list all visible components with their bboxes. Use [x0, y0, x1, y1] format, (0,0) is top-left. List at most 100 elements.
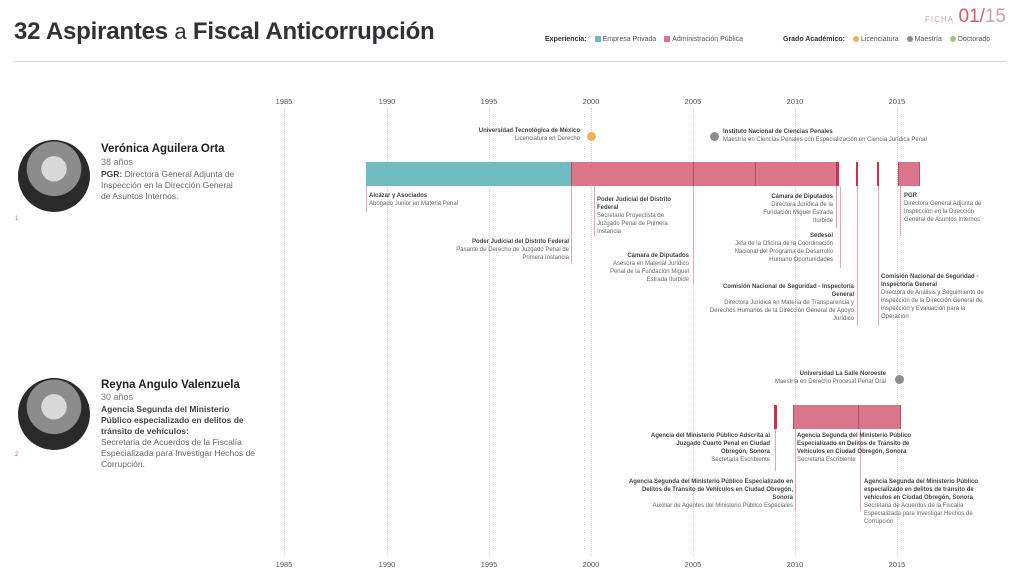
timeline-bar-public[interactable]	[793, 405, 901, 429]
maestria-dot-icon[interactable]	[895, 375, 904, 384]
maestria-dot-icon[interactable]	[710, 132, 719, 141]
axis-year-bottom: 2005	[684, 560, 702, 569]
legend-item-maestria: Maestría	[914, 36, 942, 43]
annotation: Sedesol Jefa de la Oficina de la Coordin…	[716, 232, 833, 264]
bar-segment-divider	[858, 405, 859, 429]
axis-year-top: 1990	[378, 97, 396, 106]
timeline-bar-public[interactable]	[898, 162, 920, 186]
annotation: PGR Directora General Adjunta de Inspecc…	[904, 192, 994, 224]
annotation-text: Auxiliar de Agentes del Ministerio Públi…	[652, 503, 793, 509]
annotation-title: PGR	[904, 193, 918, 199]
person-index: 2	[15, 452, 19, 458]
annotation-text: Abogado Junior en Materia Penal	[369, 201, 459, 207]
gridline	[387, 108, 388, 556]
annotation-title: Agencia del Ministerio Público Adscrita …	[650, 433, 770, 455]
annotation-title: Alcázar y Asociados	[369, 193, 428, 199]
annotation: Agencia Segunda del Ministerio Público E…	[628, 478, 793, 510]
timeline-mark[interactable]	[877, 162, 879, 186]
annotation-text: Directora de Análisis y Seguimiento de I…	[881, 290, 984, 320]
axis-year-top: 1995	[480, 97, 498, 106]
timeline-bar-private[interactable]	[366, 162, 571, 186]
annotation-title: Universidad La Salle Noroeste	[799, 371, 886, 377]
gridline	[591, 108, 592, 556]
person-role-org: Agencia Segunda del Ministerio Público e…	[101, 404, 244, 436]
bar-segment-divider	[755, 162, 756, 186]
annotation-text: Directora General Adjunta de Inspección …	[904, 201, 982, 223]
person-age: 38 años	[101, 157, 134, 167]
annotation: Agencia Segunda del Ministerio Público E…	[797, 432, 925, 464]
annotation-text: Directora Jurídica de la Fundación Migue…	[763, 202, 833, 224]
annotation-title: Agencia Segunda del Ministerio Público e…	[864, 479, 979, 501]
annotation: Poder Judicial del Distrito Federal Secr…	[597, 196, 675, 236]
gridline	[795, 108, 796, 556]
annotation-text: Secretaria Escribiente	[711, 457, 770, 463]
annotation-pin	[857, 186, 858, 326]
person-role: Agencia Segunda del Ministerio Público e…	[101, 404, 259, 470]
person-role-text: Secretaria de Acuerdos de la Fiscalía Es…	[101, 437, 256, 469]
gridline	[284, 108, 285, 556]
avatar	[18, 378, 90, 450]
person-role-text: Directora General Adjunta de Inspección …	[101, 169, 235, 201]
axis-year-top: 2000	[582, 97, 600, 106]
maestria-dot-icon	[906, 36, 913, 42]
licenciatura-dot-icon	[852, 36, 859, 42]
person-role-org: PGR:	[101, 169, 123, 179]
annotation-text: Secretario Proyectista de Juzgado Penal …	[597, 213, 668, 235]
ficha-total: 15	[984, 6, 1006, 27]
annotation-title: Cámara de Diputados	[627, 253, 689, 259]
annotation-text: Pasante de Derecho de Juzgado Penal de P…	[456, 247, 569, 261]
legend-item-licenciatura: Licenciatura	[860, 36, 899, 43]
annotation-text: Secretaria Escribiente	[797, 457, 856, 463]
timeline-mark[interactable]	[774, 405, 777, 429]
axis-year-top: 2010	[786, 97, 804, 106]
annotation-pin	[775, 429, 776, 471]
legend-item-private: Empresa Privada	[602, 36, 657, 43]
annotation-title: Poder Judicial del Distrito Federal	[471, 239, 569, 245]
person-name: Verónica Aguilera Orta	[101, 143, 225, 155]
axis-year-bottom: 2015	[888, 560, 906, 569]
annotation: Cámara de Diputados Directora Jurídica d…	[755, 193, 833, 225]
annotation-title: Agencia Segunda del Ministerio Público E…	[628, 479, 793, 501]
ficha-counter: FICHA 01/15	[925, 6, 1006, 28]
annotation: Alcázar y Asociados Abogado Junior en Ma…	[369, 192, 458, 208]
annotation-pin	[693, 186, 694, 284]
annotation-title: Comisión Nacional de Seguridad - Inspect…	[722, 284, 854, 298]
axis-year-bottom: 1985	[275, 560, 293, 569]
annotation-text: Licenciatura en Derecho	[514, 136, 580, 142]
title-suffix: Fiscal Anticorrupción	[192, 18, 435, 45]
ficha-label: FICHA	[924, 15, 954, 24]
annotation: Agencia Segunda del Ministerio Público e…	[864, 478, 992, 526]
timeline-bar-public[interactable]	[571, 162, 839, 186]
person-name: Reyna Angulo Valenzuela	[101, 379, 240, 391]
title-connector: a	[174, 19, 187, 44]
person-age: 30 años	[101, 392, 134, 402]
annotation-text: Asesora en Material Jurídico Penal de la…	[609, 261, 689, 283]
annotation: Instituto Nacional de Ciencias Penales M…	[723, 128, 927, 144]
timeline-mark[interactable]	[836, 162, 839, 186]
legend-exp-label: Experiencia:	[545, 36, 587, 43]
avatar	[18, 140, 90, 212]
annotation-pin	[366, 186, 367, 212]
annotation-pin	[795, 429, 796, 511]
legend-item-public: Administración Pública	[672, 36, 744, 43]
annotation-pin	[878, 186, 879, 326]
axis-year-bottom: 1995	[480, 560, 498, 569]
annotation: Cámara de Diputados Asesora en Material …	[600, 252, 689, 284]
annotation-title: Sedesol	[809, 233, 833, 239]
licenciatura-dot-icon[interactable]	[587, 132, 596, 141]
annotation-text: Maestría en Ciencias Penales con Especia…	[723, 137, 927, 143]
annotation: Agencia del Ministerio Público Adscrita …	[650, 432, 770, 464]
annotation: Universidad La Salle Noroeste Maestría e…	[760, 370, 886, 386]
axis-year-bottom: 2000	[582, 560, 600, 569]
title-prefix: 32 Aspirantes	[14, 18, 168, 45]
legend-grado: Grado Académico: Licenciatura Maestría D…	[783, 36, 990, 43]
annotation-title: Comisión Nacional de Seguridad - Inspect…	[881, 274, 979, 288]
annotation-pin	[840, 186, 841, 268]
annotation-title: Instituto Nacional de Ciencias Penales	[723, 129, 833, 135]
timeline-mark[interactable]	[856, 162, 858, 186]
axis-year-top: 2005	[684, 97, 702, 106]
gridline	[693, 108, 694, 556]
annotation: Comisión Nacional de Seguridad - Inspect…	[706, 283, 854, 323]
axis-year-bottom: 1990	[378, 560, 396, 569]
public-swatch-icon	[664, 36, 671, 42]
